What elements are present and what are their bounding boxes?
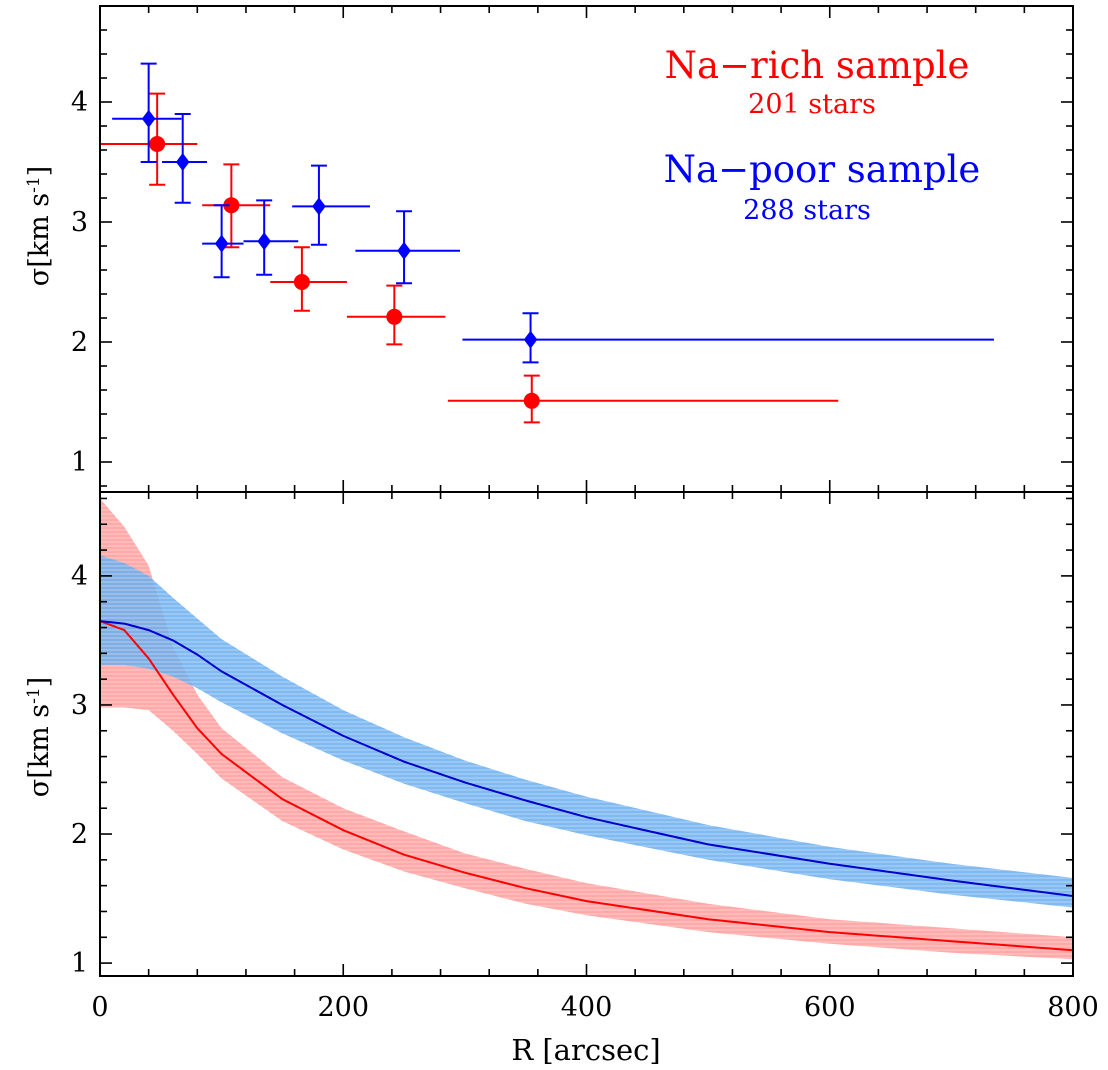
top-y-axis-label-end: ]	[24, 166, 55, 177]
data-point-circle	[293, 274, 310, 290]
na-poor-star-count: 288 stars	[743, 195, 871, 226]
data-point-diamond	[257, 232, 271, 251]
data-point-circle	[523, 392, 540, 409]
bottom-y-axis-label-main: σ[km s	[24, 704, 55, 797]
bottom-y-tick-labels: 1 2 3 4	[71, 561, 88, 979]
data-point-diamond	[175, 153, 190, 171]
x-tick-labels: 0 200 400 600 800	[91, 992, 1098, 1023]
top-y-axis-label-main: σ[km s	[24, 193, 55, 286]
na-rich-legend-label: Na−rich sample	[665, 44, 970, 87]
x-tick-label: 400	[561, 992, 613, 1023]
data-point-circle	[386, 308, 403, 325]
na-rich-uncertainty-band	[100, 498, 1073, 960]
bottom-y-axis-label-sup: -1	[24, 687, 44, 704]
y-tick-label: 4	[71, 561, 88, 592]
y-tick-label: 1	[71, 948, 88, 979]
x-tick-label: 600	[804, 992, 856, 1023]
data-point-diamond	[397, 241, 411, 260]
y-tick-label: 4	[71, 87, 88, 118]
na-poor-series	[112, 62, 994, 364]
na-rich-profile-line	[100, 620, 1073, 952]
data-point-circle	[149, 136, 166, 152]
top-y-axis-label: σ[km s-1]	[24, 166, 55, 286]
x-axis-label: R [arcsec]	[511, 1033, 660, 1067]
data-point-diamond	[312, 197, 326, 216]
na-rich-series	[100, 92, 839, 424]
bottom-panel-ticks	[99, 492, 1074, 976]
data-point-diamond	[523, 330, 538, 349]
na-rich-star-count: 201 stars	[748, 89, 876, 120]
y-tick-label: 3	[71, 207, 88, 238]
top-y-tick-labels: 1 2 3 4	[71, 87, 88, 478]
y-tick-label: 1	[71, 447, 88, 478]
y-tick-label: 3	[71, 690, 88, 721]
bottom-panel-model-profiles: 1 2 3 4 0 200 400 600 800 σ[km s-1] R [arcsec]	[24, 491, 1099, 1067]
bottom-y-axis-label-end: ]	[24, 677, 55, 688]
x-tick-label: 800	[1047, 992, 1099, 1023]
x-tick-label: 200	[317, 992, 369, 1023]
bottom-plot-area	[100, 493, 1073, 975]
top-y-axis-label-sup: -1	[24, 176, 44, 193]
y-tick-label: 2	[71, 327, 88, 358]
y-tick-label: 2	[71, 819, 88, 850]
top-plot-area	[100, 62, 994, 424]
bottom-y-axis-label: σ[km s-1]	[24, 677, 55, 797]
na-poor-profile-line	[100, 620, 1073, 897]
top-panel-ticks	[99, 5, 1074, 492]
na-poor-uncertainty-band	[100, 555, 1073, 908]
data-point-diamond	[141, 109, 156, 128]
data-point-diamond	[214, 234, 229, 253]
data-point-circle	[223, 197, 240, 214]
x-tick-label: 0	[91, 992, 108, 1023]
na-poor-legend-label: Na−poor sample	[664, 148, 981, 191]
